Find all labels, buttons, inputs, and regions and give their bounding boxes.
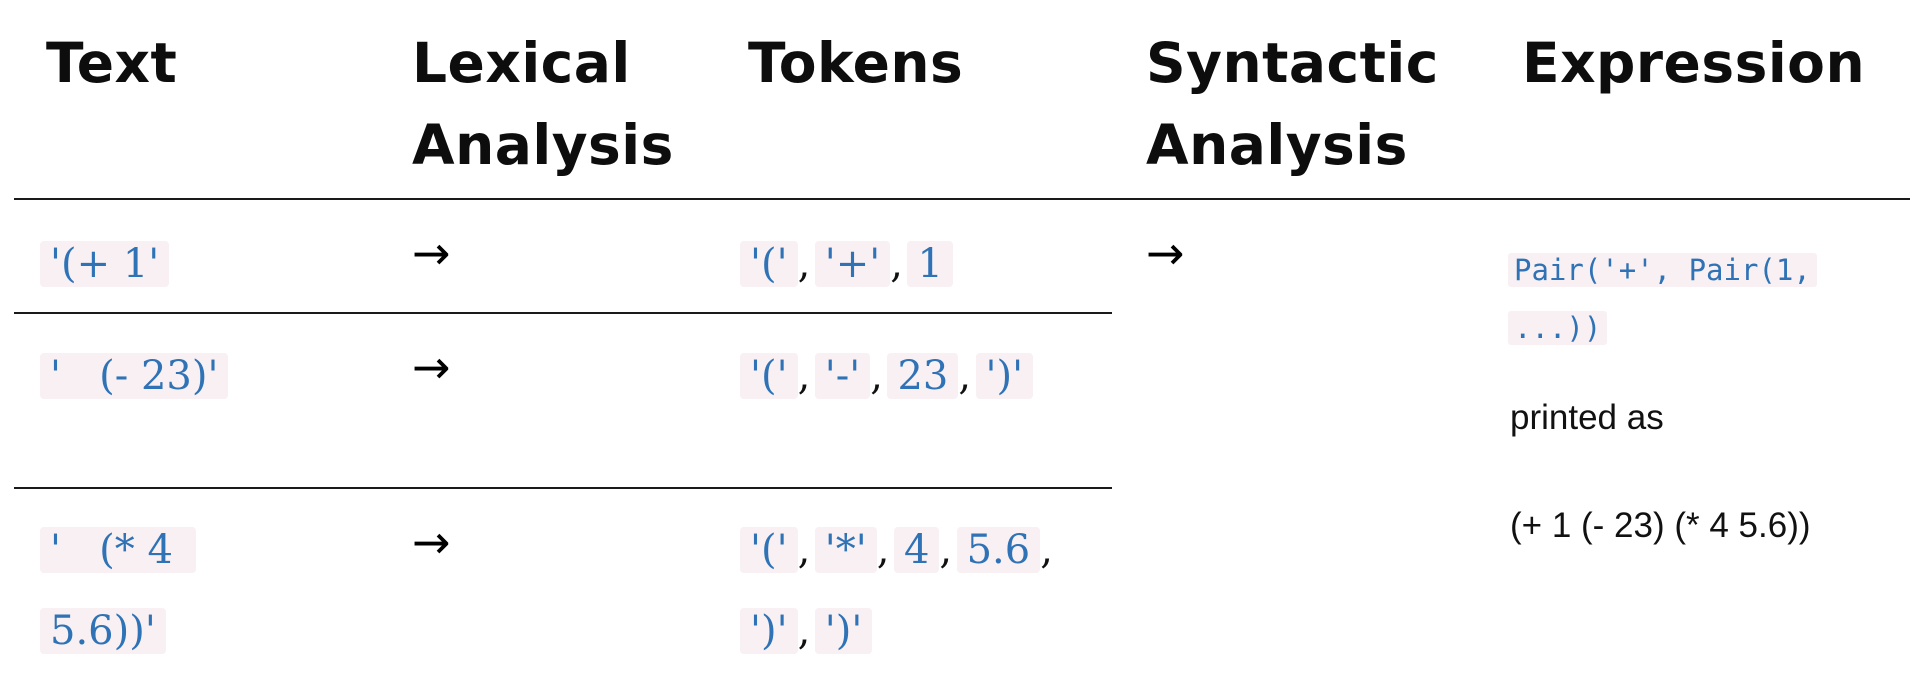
token: '(' xyxy=(740,241,798,287)
token: ')' xyxy=(740,608,798,654)
row-1-tokens: '(', '+', 1 xyxy=(740,228,1120,309)
expression-pair-code: Pair('+', Pair(1, ...)) xyxy=(1508,253,1817,345)
row-3-text-code: ' (* 4 5.6))' xyxy=(40,527,196,654)
token: 4 xyxy=(893,527,940,573)
header-text: Text xyxy=(46,31,178,95)
row-2-text: ' (- 23)' xyxy=(40,340,370,421)
token: '*' xyxy=(814,527,877,573)
printed-as-label: printed as xyxy=(1510,398,1664,437)
header-lexical-analysis: Lexical Analysis xyxy=(412,22,674,186)
token: 5.6 xyxy=(956,527,1041,573)
token: '(' xyxy=(740,353,798,399)
row-1-text: '(+ 1' xyxy=(40,228,370,309)
header-expression: Expression xyxy=(1522,31,1866,95)
row-divider-2 xyxy=(14,487,1112,489)
row-3-tokens: '(', '*', 4, 5.6, ')', ')' xyxy=(740,514,1080,676)
token: 1 xyxy=(907,241,953,287)
row-1-lexical-arrow: → xyxy=(412,226,451,280)
row-divider-1 xyxy=(14,312,1112,314)
header-syntactic-line1: Syntactic xyxy=(1146,31,1439,95)
token: '(' xyxy=(740,527,798,573)
token: '+' xyxy=(814,241,891,287)
token: ')' xyxy=(975,353,1034,399)
row-3-text: ' (* 4 5.6))' xyxy=(40,514,230,676)
row-1-text-code: '(+ 1' xyxy=(40,241,170,287)
token: '-' xyxy=(814,353,871,399)
header-tokens: Tokens xyxy=(748,31,964,95)
row-2-text-code: ' (- 23)' xyxy=(40,353,229,399)
printed-expression: (+ 1 (- 23) (* 4 5.6)) xyxy=(1510,506,1811,545)
header-lexical-line2: Analysis xyxy=(412,113,674,177)
row-2-lexical-arrow: → xyxy=(412,340,451,394)
row-3-lexical-arrow: → xyxy=(412,515,451,569)
header-syntactic-analysis: Syntactic Analysis xyxy=(1146,22,1439,186)
token: ')' xyxy=(814,608,873,654)
syntactic-arrow: → xyxy=(1146,226,1185,280)
header-syntactic-line2: Analysis xyxy=(1146,113,1408,177)
expression-pair: Pair('+', Pair(1, ...)) xyxy=(1508,244,1848,360)
header-lexical-line1: Lexical xyxy=(412,31,631,95)
header-divider xyxy=(14,198,1910,200)
token: 23 xyxy=(887,353,959,399)
row-2-tokens: '(', '-', 23, ')' xyxy=(740,340,1070,421)
